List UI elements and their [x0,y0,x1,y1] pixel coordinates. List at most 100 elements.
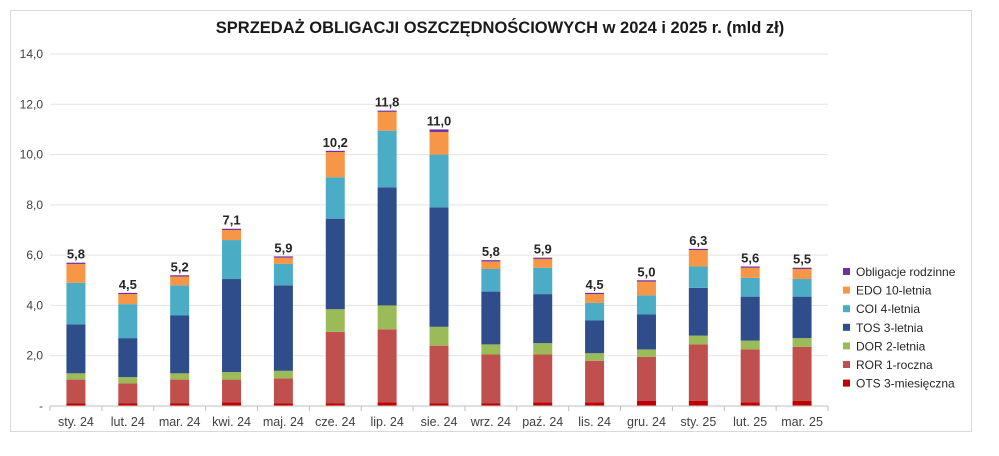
total-label: 10,2 [323,135,348,150]
bar-segment [66,379,86,404]
bar-segment [66,403,86,406]
total-label: 5,0 [637,264,655,279]
legend-swatch [843,305,850,313]
bar-segment [118,304,138,339]
bar-segment [66,373,86,380]
bar-segment [740,266,760,268]
total-label: 5,9 [534,242,552,257]
bar-segment [273,263,293,286]
bar-segment [377,111,397,131]
bar-segment [481,354,501,404]
bar-segment [429,403,449,406]
bar-segment [118,377,138,384]
x-tick-label: kwi. 24 [212,415,251,429]
bar-segment [585,302,605,321]
bar-segment [222,379,242,403]
x-tick-label: lut. 25 [733,415,767,429]
bar-segment [325,331,345,404]
bar-segment [792,267,812,269]
legend-swatch [843,268,850,275]
legend-label: OTS 3-miesięczna [856,377,955,391]
bar-segment [377,110,397,112]
legend-label: TOS 3-letnia [856,321,923,335]
bar-segment [533,267,553,295]
bar-segment [222,230,242,241]
bar-segment [170,379,190,404]
x-tick-label: mar. 24 [159,415,201,429]
legend-swatch [843,361,850,368]
bar-segment [377,187,397,306]
total-label: 5,2 [171,259,189,274]
bar-segment [481,344,501,355]
bar-segment [222,240,242,280]
bar-segment [481,260,501,262]
x-tick-label: lis. 24 [578,415,611,429]
bar-segment [325,152,345,178]
bar-segment [66,263,86,283]
bar-segment [377,402,397,406]
bar-segment [325,218,345,310]
total-label: 7,1 [222,213,240,228]
legend-swatch [843,379,850,387]
bar-segment [533,343,553,355]
legend-label: ROR 1-roczna [856,358,933,372]
bar-segment [688,248,708,251]
bar-segment [688,250,708,267]
bar-segment [636,295,656,315]
bar-segment [740,340,760,350]
bar-segment [273,285,293,371]
y-tick-label: 6,0 [26,248,43,262]
bar-segment [533,257,553,259]
bar-segment [429,129,449,132]
bar-segment [118,338,138,378]
y-tick-label: 2,0 [26,349,43,363]
y-tick-label: - [39,399,43,413]
total-label: 11,8 [375,95,400,110]
bar-segment [792,400,812,406]
y-tick-label: 14,0 [20,47,44,61]
bar-segment [636,356,656,401]
x-tick-label: wrz. 24 [470,415,511,429]
bar-segment [688,344,708,401]
bar-segment [688,335,708,345]
x-tick-label: sty. 25 [680,415,716,429]
bar-segment [585,320,605,354]
bar-segment [429,326,449,346]
bar-segment [429,131,449,155]
bar-segment [273,378,293,404]
bar-segment [636,314,656,350]
bar-segment [170,315,190,374]
legend-swatch [843,286,850,294]
x-tick-label: lip. 24 [370,415,403,429]
bar-segment [481,291,501,345]
legend: Obligacje rodzinne EDO 10-letnia COI 4-let… [843,265,956,391]
y-tick-label: 10,0 [20,148,44,162]
legend-label: DOR 2-letnia [856,339,926,353]
chart-title: SPRZEDAŻ OBLIGACJI OSZCZĘDNOŚCIOWYCH w 2… [215,19,785,37]
x-tick-label: sie. 24 [421,415,458,429]
x-tick-label: mar. 25 [781,415,823,429]
bar-segment [636,400,656,406]
y-tick-label: 8,0 [26,198,43,212]
bar-segment [377,329,397,403]
total-label: 5,5 [793,252,811,267]
bar-segment [585,360,605,403]
bars [66,110,812,406]
y-tick-label: 4,0 [26,298,43,312]
bar-segment [325,150,345,153]
bar-segment [118,294,138,305]
bar-segment [325,403,345,406]
x-axis-ticks: sty. 24 lut. 24 mar. 24 kwi. 24 maj. 24 cze. … [58,415,823,429]
legend-swatch [843,342,850,350]
bar-segment [273,403,293,406]
total-label: 5,6 [741,250,759,265]
bar-segment [66,262,86,264]
bar-segment [636,281,656,296]
bar-segment [118,292,138,295]
bar-segment [792,296,812,339]
bar-segment [481,268,501,292]
bar-segment [170,403,190,406]
bar-segment [740,296,760,341]
bar-segment [740,277,760,297]
